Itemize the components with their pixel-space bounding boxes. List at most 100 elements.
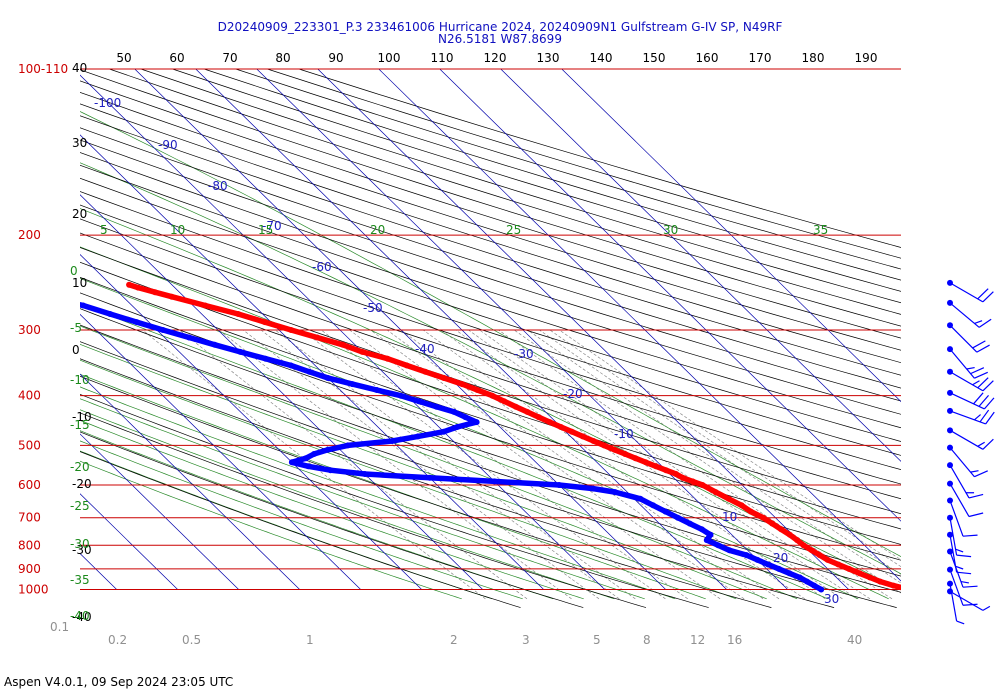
temperature-data-point <box>856 570 863 577</box>
pressure-tick-label: 300 <box>18 323 41 337</box>
dewpoint-data-point <box>305 463 312 470</box>
dewpoint-data-point <box>325 375 331 381</box>
wind-barb-station <box>947 444 953 451</box>
dry-adiabat-line <box>298 68 901 248</box>
mixing-ratio-label: 3 <box>522 633 530 647</box>
isotherm-line <box>317 68 849 590</box>
moist-adiabat-line <box>80 440 523 600</box>
isotherm-line <box>256 68 788 590</box>
temperature-data-point <box>152 289 158 296</box>
dewpoint-data-point <box>743 552 750 559</box>
mixing-ratio-line <box>479 329 871 600</box>
wind-barb-station <box>947 389 953 396</box>
temperature-data-point <box>579 433 586 440</box>
temperature-data-point <box>474 387 481 393</box>
wind-barb-station <box>947 462 953 469</box>
temperature-data-point <box>867 574 873 581</box>
moist-adiabat-label: -35 <box>70 573 90 587</box>
temperature-data-point <box>903 586 909 592</box>
wind-barb-flag <box>956 620 965 625</box>
dry-adiabat-line <box>80 103 901 364</box>
wind-barb-flag <box>966 366 975 370</box>
temperature-data-point <box>816 552 823 559</box>
wind-barb-flag <box>956 571 972 575</box>
dewpoint-data-point <box>674 514 681 521</box>
wind-barb-flag <box>962 534 978 537</box>
dewpoint-data-point <box>726 547 733 554</box>
temperature-data-point <box>800 542 807 549</box>
temperature-data-point <box>712 489 719 496</box>
moist-adiabat-line <box>80 343 767 600</box>
wind-barb-flag <box>974 320 983 325</box>
moist-adiabat-line <box>80 303 828 600</box>
mixing-ratio-label: 8 <box>643 633 651 647</box>
dewpoint-data-point <box>811 582 818 589</box>
temperature-data-point <box>679 474 686 481</box>
isotherm-label: -90 <box>158 138 178 152</box>
wind-barb-staff <box>949 517 958 556</box>
pressure-tick-label: 700 <box>18 511 41 525</box>
isotherm-line <box>500 68 901 462</box>
wind-barb-station <box>947 279 953 286</box>
temperature-data-point <box>642 459 649 466</box>
mixing-ratio-line <box>218 329 572 600</box>
temperature-data-point <box>568 428 575 435</box>
wind-barb <box>947 566 978 606</box>
dewpoint-data-point <box>389 438 396 444</box>
temperature-data-point <box>512 403 519 410</box>
dewpoint-data-point <box>451 408 457 415</box>
dry-adiabat-line <box>109 68 901 315</box>
mixing-ratio-label: 0.5 <box>182 633 201 647</box>
dewpoint-data-point <box>804 578 811 585</box>
title-line-2: N26.5181 W87.8699 <box>438 32 562 46</box>
isotherm-line <box>80 194 483 590</box>
temperature-data-point <box>794 537 801 544</box>
isotherm-label: -100 <box>94 96 121 110</box>
wind-barb-flag <box>978 394 989 407</box>
dewpoint-data-point <box>454 424 461 430</box>
wind-barb-staff <box>949 590 984 611</box>
dry-adiabat-label: 10 <box>72 276 87 290</box>
dewpoint-data-point <box>433 403 440 410</box>
wind-barb-station <box>947 514 953 521</box>
moist-adiabat-line <box>80 111 901 558</box>
mixing-ratio-line <box>468 329 858 600</box>
dewpoint-data-point <box>491 478 498 485</box>
isotherm-line <box>378 68 901 582</box>
isotherm-line <box>80 313 361 590</box>
temperature-data-point <box>725 495 732 502</box>
temperature-data-point <box>235 311 242 317</box>
pressure-tick-label: 400 <box>18 389 41 403</box>
isotherm-label: 20 <box>773 551 788 565</box>
wind-barb <box>947 279 994 303</box>
temperature-data-point <box>890 582 897 589</box>
wind-barb-flag <box>962 603 978 606</box>
moist-adiabat-label: 10 <box>170 223 185 237</box>
wind-barb-staff <box>949 371 984 392</box>
dry-adiabat-label: -10 <box>72 410 92 424</box>
wind-barb-staff <box>949 302 980 328</box>
mixing-ratio-line <box>422 329 805 600</box>
isotherm-label: -40 <box>415 342 435 356</box>
mixing-ratio-line <box>142 329 486 600</box>
theta-tick-label: 130 <box>537 51 560 65</box>
temperature-data-point <box>459 381 466 388</box>
moist-adiabat-label: 0 <box>70 264 78 278</box>
dewpoint-data-point <box>107 311 114 317</box>
temperature-data-point <box>835 561 842 568</box>
mixing-ratio-line <box>386 329 764 600</box>
wind-barb-station <box>947 580 953 587</box>
wind-barb-station <box>947 566 953 573</box>
isotherm-label: -10 <box>614 427 634 441</box>
moist-adiabat-label: 35 <box>813 223 828 237</box>
wind-barb-flag <box>970 367 985 375</box>
wind-barb-flag <box>955 565 964 570</box>
mixing-ratio-label: 12 <box>690 633 705 647</box>
dry-adiabat-line <box>80 204 901 471</box>
temperature-data-point <box>808 547 815 554</box>
wind-barb <box>947 346 988 379</box>
moist-adiabat-line <box>80 460 462 600</box>
wind-barb-staff <box>949 392 985 410</box>
dewpoint-data-point <box>415 433 421 440</box>
pressure-tick-label: 100-110 <box>18 62 68 76</box>
